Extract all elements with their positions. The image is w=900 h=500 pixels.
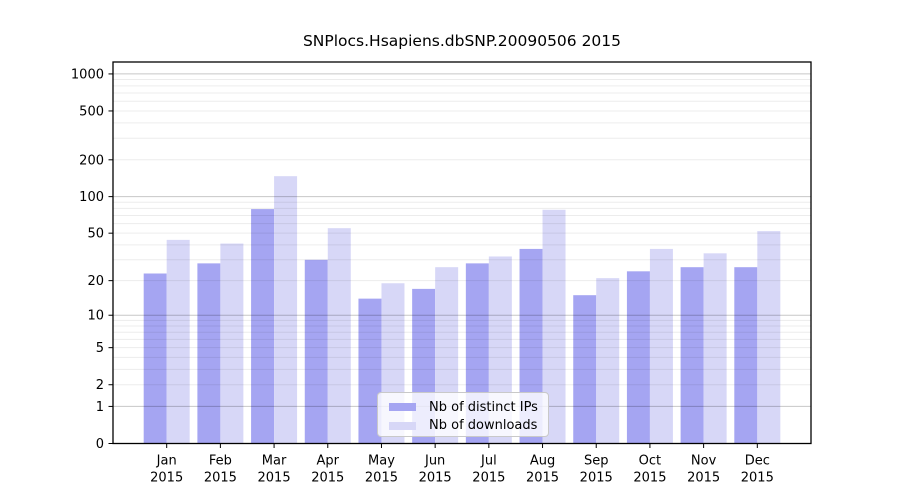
bar-may-distinct-ips — [358, 298, 382, 444]
bar-nov-downloads — [703, 253, 727, 444]
x-tick-label-year: 2015 — [258, 471, 291, 486]
x-tick-label-month: Jul — [480, 454, 497, 469]
x-tick-label-year: 2015 — [150, 471, 183, 486]
bar-apr-distinct-ips — [304, 259, 328, 444]
bar-dec-downloads — [757, 231, 781, 444]
y-tick-label: 50 — [87, 227, 104, 242]
x-tick-label-year: 2015 — [365, 471, 398, 486]
y-tick-label: 2 — [96, 378, 104, 393]
bar-dec-distinct-ips — [734, 267, 758, 444]
x-tick-label-month: Feb — [209, 454, 232, 469]
bar-feb-distinct-ips — [197, 263, 221, 444]
legend-swatch-downloads-icon — [389, 421, 416, 430]
x-tick-label-year: 2015 — [633, 471, 666, 486]
y-tick-label: 1000 — [71, 67, 104, 82]
bar-sep-downloads — [596, 278, 620, 444]
x-tick-label-month: Aug — [530, 454, 555, 469]
legend-label-distinct-ips: Nb of distinct IPs — [429, 399, 538, 415]
plot-frame — [112, 61, 812, 445]
x-tick-label-month: Jun — [424, 454, 445, 469]
bar-mar-downloads — [274, 176, 298, 444]
bar-feb-downloads — [220, 243, 244, 444]
x-tick-label-month: Nov — [691, 454, 717, 469]
x-tick-label-year: 2015 — [419, 471, 452, 486]
x-tick-label-month: Jan — [156, 454, 177, 469]
y-tick-label: 10 — [87, 309, 104, 324]
x-tick-label-month: May — [368, 454, 395, 469]
x-tick-label-month: Dec — [745, 454, 770, 469]
x-tick-label-year: 2015 — [204, 471, 237, 486]
y-tick-label: 1 — [96, 400, 104, 415]
x-tick-label-year: 2015 — [580, 471, 613, 486]
y-tick-label: 0 — [96, 437, 104, 452]
x-tick-label-month: Oct — [639, 454, 661, 469]
x-tick-label-year: 2015 — [687, 471, 720, 486]
chart-title: SNPlocs.Hsapiens.dbSNP.20090506 2015 — [302, 32, 622, 50]
legend-label-downloads: Nb of downloads — [429, 418, 538, 434]
bar-apr-downloads — [327, 228, 351, 444]
y-tick-label: 20 — [87, 274, 104, 289]
bar-sep-distinct-ips — [573, 295, 597, 444]
legend-item-distinct-ips: Nb of distinct IPs — [389, 399, 548, 416]
bar-jan-distinct-ips — [143, 273, 167, 444]
y-tick-label: 100 — [79, 190, 104, 205]
x-tick-label-year: 2015 — [741, 471, 774, 486]
x-tick-label-month: Apr — [317, 454, 340, 469]
x-tick-label-month: Mar — [262, 454, 287, 469]
y-tick-label: 200 — [79, 153, 104, 168]
x-tick-label-month: Sep — [584, 454, 609, 469]
y-tick-label: 500 — [79, 104, 104, 119]
x-tick-label-year: 2015 — [472, 471, 505, 486]
bar-nov-distinct-ips — [680, 267, 704, 444]
bar-aug-downloads — [542, 209, 566, 444]
x-tick-label-year: 2015 — [526, 471, 559, 486]
legend-item-downloads: Nb of downloads — [389, 417, 548, 434]
bar-oct-downloads — [649, 248, 673, 444]
legend-swatch-distinct-ips-icon — [389, 403, 416, 412]
bar-jan-downloads — [166, 239, 190, 444]
x-tick-label-year: 2015 — [311, 471, 344, 486]
bar-oct-distinct-ips — [626, 271, 650, 444]
bar-mar-distinct-ips — [251, 209, 275, 444]
y-tick-label: 5 — [96, 341, 104, 356]
legend: Nb of distinct IPs Nb of downloads — [377, 392, 549, 437]
